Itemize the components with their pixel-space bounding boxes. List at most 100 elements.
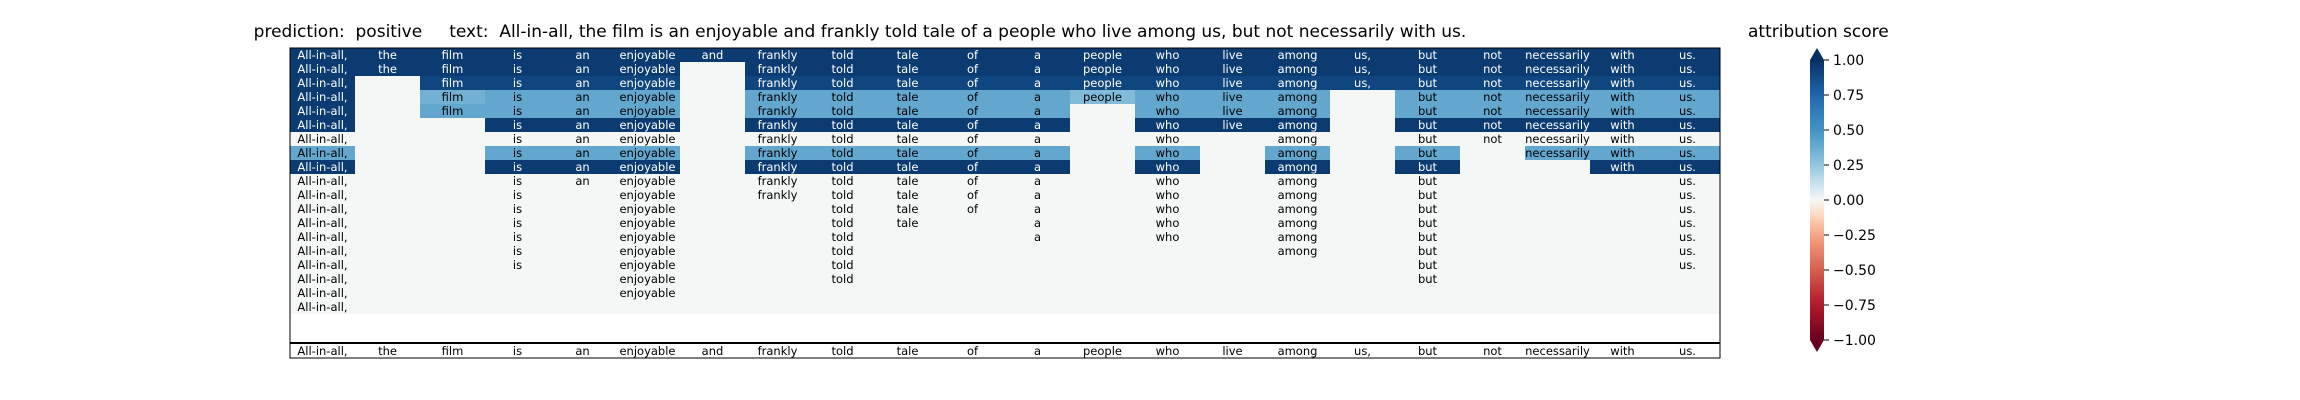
token-label: of: [967, 146, 979, 160]
token-label: us.: [1679, 216, 1696, 230]
token-label: told: [831, 90, 853, 104]
token-label: with: [1610, 132, 1634, 146]
token-label: among: [1278, 90, 1318, 104]
heatmap-cell: [615, 104, 680, 118]
token-label: people: [1083, 76, 1122, 90]
full-sentence-token: an: [575, 344, 589, 358]
token-label: among: [1278, 202, 1318, 216]
heatmap-cell: [1070, 90, 1135, 104]
token-label: a: [1034, 202, 1041, 216]
token-label: people: [1083, 90, 1122, 104]
heatmap-cell: [550, 118, 615, 132]
heatmap-cell: [290, 48, 355, 62]
token-label: among: [1278, 104, 1318, 118]
heatmap-cell: [290, 104, 355, 118]
heatmap-cell: [550, 104, 615, 118]
token-label: told: [831, 76, 853, 90]
colorbar-tick-label: −0.50: [1833, 263, 1876, 279]
full-sentence-token: us,: [1354, 344, 1371, 358]
token-label: of: [967, 76, 979, 90]
heatmap-cell: [940, 62, 1005, 76]
token-label: us.: [1679, 104, 1696, 118]
full-sentence-token: with: [1610, 344, 1634, 358]
heatmap-cell: [1265, 104, 1330, 118]
heatmap-cell: [420, 104, 485, 118]
token-label: who: [1156, 230, 1180, 244]
token-label: told: [831, 174, 853, 188]
heatmap-cell: [810, 90, 875, 104]
token-label: enjoyable: [619, 174, 675, 188]
token-label: enjoyable: [619, 76, 675, 90]
token-label: frankly: [758, 174, 798, 188]
full-sentence-token: All-in-all,: [297, 344, 347, 358]
token-label: who: [1156, 202, 1180, 216]
token-label: All-in-all,: [297, 244, 347, 258]
token-label: frankly: [758, 188, 798, 202]
heatmap-cell: [1395, 48, 1460, 62]
heatmap-cell: [745, 104, 810, 118]
token-label: is: [513, 230, 522, 244]
token-label: is: [513, 188, 522, 202]
token-label: us.: [1679, 48, 1696, 62]
heatmap-cell: [745, 160, 810, 174]
heatmap-cell: [290, 76, 355, 90]
token-label: necessarily: [1525, 132, 1590, 146]
token-label: necessarily: [1525, 76, 1590, 90]
token-label: a: [1034, 160, 1041, 174]
token-label: All-in-all,: [297, 118, 347, 132]
heatmap-cell: [875, 76, 940, 90]
token-label: frankly: [758, 48, 798, 62]
token-label: of: [967, 188, 979, 202]
token-label: not: [1483, 76, 1502, 90]
token-label: with: [1610, 160, 1634, 174]
token-label: necessarily: [1525, 48, 1590, 62]
token-label: is: [513, 118, 522, 132]
token-label: enjoyable: [619, 48, 675, 62]
heatmap-cell: [875, 146, 940, 160]
token-label: enjoyable: [619, 160, 675, 174]
token-label: us.: [1679, 132, 1696, 146]
token-label: told: [831, 188, 853, 202]
heatmap-cell: [1135, 118, 1200, 132]
token-label: us.: [1679, 174, 1696, 188]
heatmap-cell: [745, 76, 810, 90]
heatmap-cell: [1265, 146, 1330, 160]
token-label: frankly: [758, 62, 798, 76]
heatmap-cell: [1005, 48, 1070, 62]
token-label: who: [1156, 62, 1180, 76]
token-label: is: [513, 76, 522, 90]
token-label: film: [442, 62, 464, 76]
full-sentence-token: people: [1083, 344, 1122, 358]
token-label: not: [1483, 132, 1502, 146]
heatmap-cell: [1525, 104, 1590, 118]
token-label: tale: [897, 118, 919, 132]
token-label: but: [1418, 160, 1438, 174]
full-sentence-token: film: [442, 344, 464, 358]
heatmap-cell: [1135, 104, 1200, 118]
token-label: a: [1034, 76, 1041, 90]
heatmap-cell: [420, 48, 485, 62]
token-label: us,: [1354, 62, 1371, 76]
token-label: All-in-all,: [297, 174, 347, 188]
token-label: told: [831, 160, 853, 174]
heatmap-cell: [1590, 104, 1655, 118]
token-label: necessarily: [1525, 146, 1590, 160]
text-value: All-in-all, the film is an enjoyable and…: [499, 22, 1467, 42]
heatmap-cell: [1655, 104, 1720, 118]
heatmap-cell: [615, 62, 680, 76]
heatmap-cell: [875, 90, 940, 104]
token-label: enjoyable: [619, 216, 675, 230]
token-label: is: [513, 216, 522, 230]
token-label: an: [575, 118, 589, 132]
token-label: among: [1278, 216, 1318, 230]
heatmap-cell: [615, 76, 680, 90]
heatmap-cell: [1460, 118, 1525, 132]
colorbar-tick-label: −0.75: [1833, 298, 1876, 314]
heatmap-cell: [940, 90, 1005, 104]
token-label: enjoyable: [619, 230, 675, 244]
heatmap-cell: [1265, 118, 1330, 132]
prediction-label: prediction:: [253, 22, 345, 42]
heatmap-cell: [1655, 62, 1720, 76]
token-label: but: [1418, 118, 1438, 132]
